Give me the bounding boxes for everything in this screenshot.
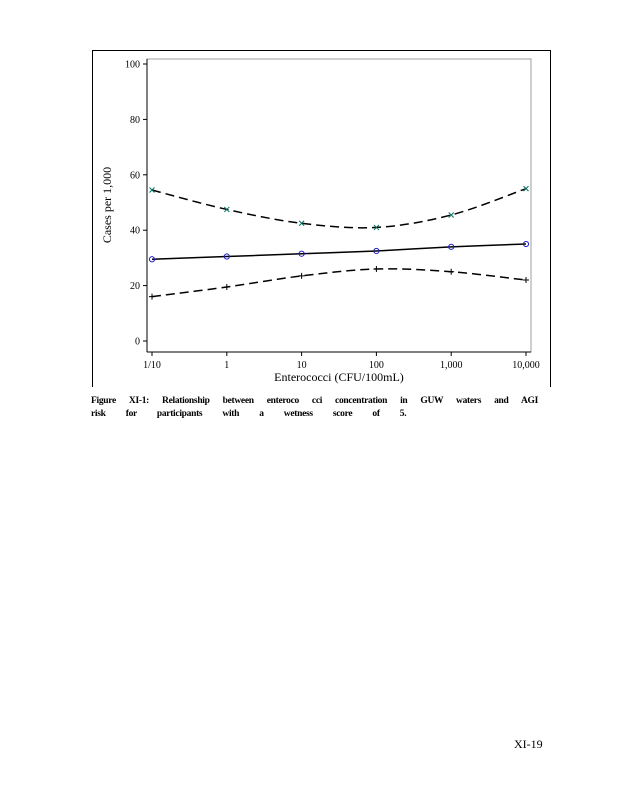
data-point — [373, 265, 380, 272]
data-point — [223, 283, 230, 290]
y-tick-label: 60 — [130, 170, 140, 181]
x-tick-label: 1 — [224, 360, 229, 371]
x-tick-label: 10 — [297, 360, 307, 371]
data-point — [448, 268, 455, 275]
data-point — [523, 277, 529, 284]
data-point — [149, 293, 155, 300]
data-point — [373, 247, 380, 255]
data-point — [149, 187, 155, 193]
caption-line-1: Figure XI-1: Relationship between entero… — [91, 396, 538, 406]
figure-frame — [92, 50, 551, 387]
data-point — [448, 212, 455, 218]
data-point — [298, 220, 305, 227]
x-tick-label: 1/10 — [143, 360, 161, 371]
x-axis-label: Enterococci (CFU/100mL) — [274, 370, 404, 384]
plot-area — [146, 58, 532, 353]
x-tick-label: 100 — [369, 360, 384, 371]
y-tick-label: 20 — [130, 281, 140, 292]
y-tick-label: 40 — [130, 226, 140, 237]
data-point — [223, 206, 230, 213]
x-tick-label: 10,000 — [512, 360, 540, 371]
chart: 0 20 40 60 80 100 1/10 1 10 100 1,000 10,000 Enteroc… — [100, 58, 540, 384]
y-tick-label: 80 — [130, 115, 140, 126]
data-point — [522, 240, 530, 248]
y-axis-label: Cases per 1,000 — [100, 167, 114, 243]
data-point — [148, 256, 156, 263]
series-line-estimate — [151, 243, 527, 261]
x-tick-label: 1,000 — [440, 360, 463, 371]
data-point — [223, 253, 230, 260]
series-line-lower-bound — [151, 268, 527, 298]
data-point — [523, 185, 529, 192]
caption-line-2: risk for participants with a wetness sco… — [91, 409, 407, 419]
series-line-upper-bound — [151, 187, 527, 229]
data-point — [298, 272, 305, 279]
page-number: XI-19 — [514, 737, 543, 751]
figure-caption: Figure XI-1: Relationship between entero… — [91, 395, 538, 421]
y-tick-label: 100 — [125, 60, 140, 71]
data-point — [448, 243, 455, 250]
data-point — [298, 250, 305, 257]
data-point — [373, 224, 380, 231]
y-tick-label: 0 — [135, 337, 140, 348]
